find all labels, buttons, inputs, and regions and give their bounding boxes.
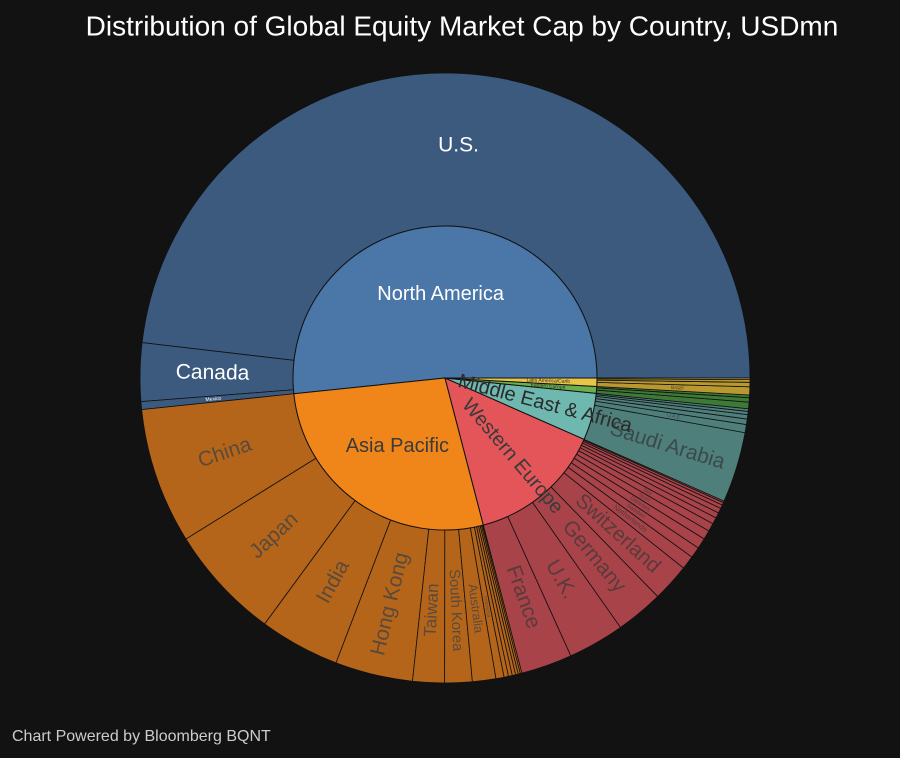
segment-label: Brazil [671, 385, 684, 392]
chart-title: Distribution of Global Equity Market Cap… [86, 10, 839, 41]
region-segment [292, 225, 598, 395]
region-segment [444, 377, 598, 388]
region-segment [293, 377, 484, 531]
segment-label: South Korea [446, 569, 466, 653]
segment-label: North America [377, 283, 505, 305]
segment-label: Indonesia [482, 596, 492, 619]
segment-label: Spain [637, 492, 651, 504]
segment-label: Asia Pacific [346, 435, 449, 457]
segment-label: Mexico [205, 396, 222, 403]
segment-label: U.A.E. [667, 413, 682, 421]
segment-label: Taiwan [420, 583, 443, 638]
segment-label: U.S. [438, 133, 479, 156]
segment-label: Italy [642, 487, 653, 497]
segment-label: Canada [176, 360, 250, 384]
source-note: Chart Powered by Bloomberg BQNT [12, 728, 271, 745]
segment-label: Latin America/Carib [526, 378, 570, 385]
segment-label: Australia [465, 583, 485, 635]
region-segment [444, 377, 585, 526]
segment-label: Eastern Europe [530, 382, 565, 391]
